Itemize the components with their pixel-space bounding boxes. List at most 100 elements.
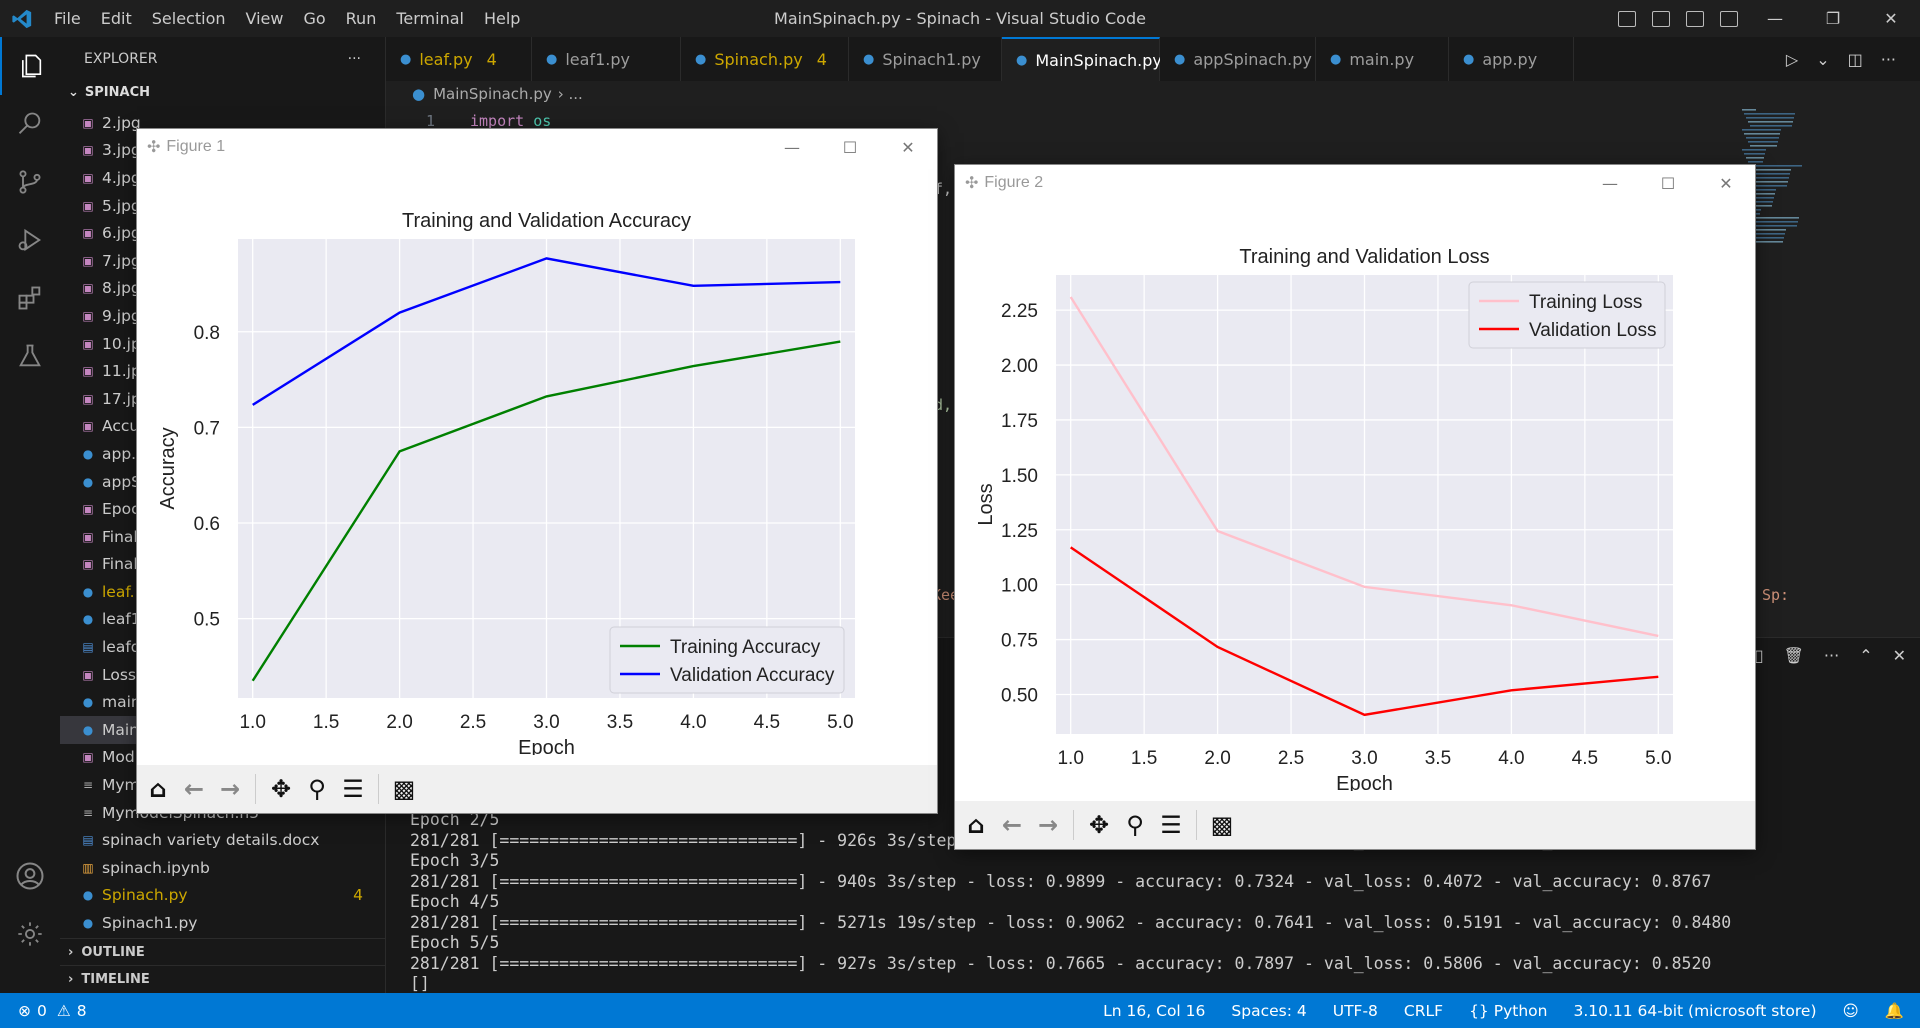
file-item[interactable]: ▣ 9.jpg xyxy=(60,302,385,330)
breadcrumb-rest[interactable]: › ... xyxy=(557,85,583,103)
configure-subplots-icon[interactable]: ☰ xyxy=(342,775,364,803)
file-item[interactable]: ● leaf.p xyxy=(60,578,385,606)
configure-subplots-icon[interactable]: ☰ xyxy=(1160,811,1182,839)
accounts-icon[interactable] xyxy=(0,847,60,905)
figure-minimize-button[interactable]: — xyxy=(1602,173,1618,193)
file-item[interactable]: ▣ Final xyxy=(60,523,385,551)
run-debug-icon[interactable] xyxy=(0,211,60,269)
pan-icon[interactable]: ✥ xyxy=(1088,811,1110,839)
timeline-section[interactable]: › TIMELINE xyxy=(60,965,385,992)
file-item[interactable]: ▣ Loss1 xyxy=(60,661,385,689)
zoom-icon[interactable]: ⚲ xyxy=(1126,811,1144,839)
tab-app-py[interactable]: ● app.py xyxy=(1449,37,1574,81)
file-item[interactable]: ▣ 3.jpg xyxy=(60,137,385,165)
file-item[interactable]: ≡ Mym xyxy=(60,771,385,799)
kill-terminal-icon[interactable]: 🗑 xyxy=(1783,646,1804,665)
maximize-panel-icon[interactable]: ⌃ xyxy=(1859,646,1873,665)
close-panel-icon[interactable]: ✕ xyxy=(1892,646,1906,665)
line-ending[interactable]: CRLF xyxy=(1403,1001,1444,1020)
figure-2-window[interactable]: ✣ Figure 2 — ☐ ✕ 1.0 1.5 2.0 2.5 3.0 3.5 4.0 4.5 5.… xyxy=(955,165,1755,849)
explorer-icon[interactable] xyxy=(0,37,60,95)
file-item[interactable]: ● Spinach1.py xyxy=(60,909,385,937)
folder-spinach[interactable]: ⌄ SPINACH xyxy=(68,84,150,100)
tab-spinach-py[interactable]: ● Spinach.py 4 xyxy=(681,37,849,81)
figure-maximize-button[interactable]: ☐ xyxy=(1660,173,1676,193)
file-item[interactable]: ● app.p xyxy=(60,440,385,468)
testing-icon[interactable] xyxy=(0,327,60,385)
file-item[interactable]: ● main xyxy=(60,688,385,716)
indentation[interactable]: Spaces: 4 xyxy=(1231,1001,1307,1020)
home-icon[interactable]: ⌂ xyxy=(149,775,167,803)
more-actions-icon[interactable]: ··· xyxy=(347,51,361,67)
file-item[interactable]: ● appS xyxy=(60,468,385,496)
breadcrumb-file[interactable]: MainSpinach.py xyxy=(433,85,552,103)
file-item[interactable]: ● Spinach.py 4 xyxy=(60,882,385,910)
tab-mainspinach-py[interactable]: ●MainSpinach.py✕ xyxy=(1002,37,1186,81)
menu-run[interactable]: Run xyxy=(345,9,377,28)
file-item[interactable]: ▣ 7.jpg xyxy=(60,247,385,275)
save-icon[interactable]: ▩ xyxy=(392,775,416,803)
file-item[interactable]: ▣ Final xyxy=(60,551,385,579)
tab-leaf-py[interactable]: ● leaf.py 4 xyxy=(386,37,532,81)
back-arrow-icon[interactable]: ← xyxy=(183,775,205,803)
tab-main-py[interactable]: ● main.py xyxy=(1316,37,1449,81)
toggle-secondary-sidebar-icon[interactable] xyxy=(1686,10,1704,27)
file-item[interactable]: ● leaf1 xyxy=(60,606,385,634)
file-item[interactable]: ▣ Accu xyxy=(60,413,385,441)
split-editor-icon[interactable]: ◫ xyxy=(1847,49,1863,69)
tab-appspinach-py[interactable]: ● appSpinach.py xyxy=(1160,37,1316,81)
back-arrow-icon[interactable]: ← xyxy=(1001,811,1023,839)
restore-button[interactable]: ❐ xyxy=(1825,9,1841,28)
forward-arrow-icon[interactable]: → xyxy=(1037,811,1059,839)
feedback-icon[interactable]: ☺ xyxy=(1842,1001,1859,1020)
figure-close-button[interactable]: ✕ xyxy=(901,137,915,157)
toggle-sidebar-icon[interactable] xyxy=(1618,10,1636,27)
figure-close-button[interactable]: ✕ xyxy=(1719,173,1733,193)
customize-layout-icon[interactable] xyxy=(1720,10,1738,27)
file-item[interactable]: ▣ 8.jpg xyxy=(60,275,385,303)
outline-section[interactable]: › OUTLINE xyxy=(60,938,385,965)
file-item[interactable]: ▣ Mod xyxy=(60,744,385,772)
run-dropdown-chevron-icon[interactable]: ⌄ xyxy=(1816,49,1830,69)
source-control-icon[interactable] xyxy=(0,153,60,211)
home-icon[interactable]: ⌂ xyxy=(967,811,985,839)
more-actions-icon[interactable]: ··· xyxy=(1880,49,1896,69)
menu-help[interactable]: Help xyxy=(483,9,521,28)
zoom-icon[interactable]: ⚲ xyxy=(308,775,326,803)
menu-go[interactable]: Go xyxy=(303,9,326,28)
file-item[interactable]: ▤ leafd xyxy=(60,633,385,661)
file-item[interactable]: ▥ spinach.ipynb xyxy=(60,854,385,882)
search-icon[interactable] xyxy=(0,95,60,153)
problems-indicator[interactable]: ⊗ 0 ⚠ 8 xyxy=(0,1002,87,1020)
menu-selection[interactable]: Selection xyxy=(151,9,226,28)
forward-arrow-icon[interactable]: → xyxy=(219,775,241,803)
manage-gear-icon[interactable] xyxy=(0,905,60,963)
menu-terminal[interactable]: Terminal xyxy=(396,9,464,28)
file-item[interactable]: ▤ spinach variety details.docx xyxy=(60,826,385,854)
file-item[interactable]: ▣ 5.jpg xyxy=(60,192,385,220)
figure-1-window[interactable]: ✣ Figure 1 — ☐ ✕ 1.0 1.5 2.0 2.5 3.0 3.5 4.0 4.5 5.… xyxy=(137,129,937,813)
file-item[interactable]: ▣ 4.jpg xyxy=(60,164,385,192)
figure-minimize-button[interactable]: — xyxy=(784,137,800,157)
run-python-icon[interactable]: ▷ xyxy=(1785,49,1799,69)
toggle-panel-icon[interactable] xyxy=(1652,10,1670,27)
notifications-bell-icon[interactable]: 🔔 xyxy=(1884,1001,1904,1020)
menu-edit[interactable]: Edit xyxy=(100,9,132,28)
file-item[interactable]: ▣ 6.jpg xyxy=(60,219,385,247)
save-icon[interactable]: ▩ xyxy=(1210,811,1234,839)
file-item[interactable]: ▣ Epoc xyxy=(60,495,385,523)
minimize-button[interactable]: — xyxy=(1767,9,1783,28)
language-mode[interactable]: {} Python xyxy=(1469,1002,1547,1020)
file-item[interactable]: ▣ 2.jpg xyxy=(60,109,385,137)
tab-leaf1-py[interactable]: ● leaf1.py xyxy=(532,37,681,81)
python-interpreter[interactable]: 3.10.11 64-bit (microsoft store) xyxy=(1573,1001,1817,1020)
menu-view[interactable]: View xyxy=(245,9,284,28)
more-actions-icon[interactable]: ··· xyxy=(1823,646,1840,665)
tab-spinach1-py[interactable]: ● Spinach1.py xyxy=(849,37,1002,81)
pan-icon[interactable]: ✥ xyxy=(270,775,292,803)
extensions-icon[interactable] xyxy=(0,269,60,327)
close-button[interactable]: ✕ xyxy=(1884,9,1898,28)
encoding[interactable]: UTF-8 xyxy=(1332,1001,1378,1020)
menu-file[interactable]: File xyxy=(54,9,81,28)
figure-maximize-button[interactable]: ☐ xyxy=(842,137,858,157)
